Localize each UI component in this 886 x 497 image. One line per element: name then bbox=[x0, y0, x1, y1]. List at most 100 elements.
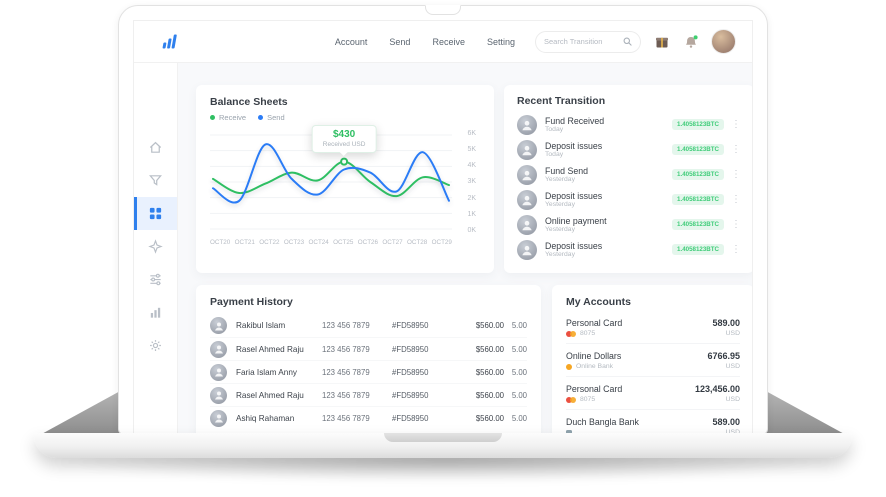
dashboard: Account Send Receive Setting bbox=[133, 20, 753, 434]
account-row[interactable]: Personal Card 123,456.00 8075 USD bbox=[566, 377, 740, 410]
payment-extra: 5.00 bbox=[511, 367, 527, 377]
kebab-menu-icon[interactable]: ⋮ bbox=[731, 118, 741, 130]
send-dot-icon bbox=[258, 115, 264, 120]
amount-badge: 1.4058123BTC bbox=[672, 169, 724, 180]
account-row[interactable]: Online Dollars 6766.95 Online Bank USD bbox=[566, 344, 740, 377]
search-icon[interactable] bbox=[623, 37, 632, 46]
kebab-menu-icon[interactable]: ⋮ bbox=[731, 193, 741, 205]
notification-icon[interactable] bbox=[683, 34, 699, 50]
payer-phone: 123 456 7879 bbox=[322, 413, 370, 423]
sidebar-item-filter[interactable] bbox=[134, 164, 177, 197]
payment-ref: #FD58950 bbox=[392, 390, 429, 400]
payment-ref: #FD58950 bbox=[392, 367, 429, 377]
table-row[interactable]: Ashiq Rahaman 123 456 7879 #FD58950 $560… bbox=[210, 406, 527, 429]
sidebar-item-compass[interactable] bbox=[134, 230, 177, 263]
laptop-hinge-left bbox=[38, 390, 122, 436]
avatar bbox=[517, 139, 537, 160]
nav-item[interactable]: Account bbox=[334, 36, 368, 47]
avatar bbox=[210, 386, 227, 404]
sidebar-item-equalizer[interactable] bbox=[134, 263, 177, 296]
topbar: Account Send Receive Setting bbox=[134, 21, 752, 63]
table-row[interactable]: Faria Islam Anny 123 456 7879 #FD58950 $… bbox=[210, 360, 527, 383]
account-currency: USD bbox=[725, 396, 740, 403]
account-title: Personal Card bbox=[566, 384, 623, 394]
legend-send-label: Send bbox=[267, 113, 285, 122]
account-currency: USD bbox=[725, 363, 740, 370]
search-input[interactable] bbox=[544, 37, 623, 46]
kebab-menu-icon[interactable]: ⋮ bbox=[731, 218, 741, 230]
account-row[interactable]: Duch Bangla Bank 589.00 USD bbox=[566, 410, 740, 433]
legend-receive[interactable]: Receive bbox=[210, 113, 246, 122]
account-row[interactable]: Personal Card 589.00 8075 USD bbox=[566, 311, 740, 344]
table-row[interactable]: Rasel Ahmed Raju 123 456 7879 #FD58950 $… bbox=[210, 383, 527, 406]
account-amount: 589.00 bbox=[712, 417, 740, 427]
laptop-camera-notch bbox=[425, 5, 461, 15]
kebab-menu-icon[interactable]: ⋮ bbox=[731, 168, 741, 180]
account-title: Duch Bangla Bank bbox=[566, 417, 639, 427]
table-row[interactable]: Rakibul Islam 123 456 7879 #FD58950 $560… bbox=[210, 314, 527, 337]
payer-name: Ashiq Rahaman bbox=[236, 413, 295, 423]
legend-receive-label: Receive bbox=[219, 113, 247, 122]
sidebar-item-settings[interactable] bbox=[134, 329, 177, 362]
balance-sheets-card: Balance Sheets Receive Send bbox=[196, 85, 494, 273]
sidebar-item-bar-chart[interactable] bbox=[134, 296, 177, 329]
app-logo-icon[interactable] bbox=[160, 34, 177, 49]
transaction-title: Deposit issues bbox=[545, 240, 603, 251]
kebab-menu-icon[interactable]: ⋮ bbox=[731, 143, 741, 155]
account-amount: 6766.95 bbox=[707, 351, 740, 361]
sidebar-item-apps[interactable] bbox=[134, 197, 177, 230]
account-amount: 589.00 bbox=[712, 318, 740, 328]
payment-amount: $560.00 bbox=[475, 390, 504, 400]
transaction-subtitle: Yesterday bbox=[545, 225, 575, 233]
account-subtitle: Online Bank bbox=[576, 363, 614, 370]
nav-item[interactable]: Receive bbox=[432, 36, 465, 47]
x-tick: OCT23 bbox=[283, 239, 305, 246]
table-row[interactable]: Rasel Ahmed Raju 123 456 7879 #FD58950 $… bbox=[210, 337, 527, 360]
legend-send[interactable]: Send bbox=[258, 113, 285, 122]
transaction-row[interactable]: Online payment Yesterday 1.4058123BTC ⋮ bbox=[517, 212, 741, 237]
transaction-subtitle: Yesterday bbox=[545, 175, 575, 183]
avatar bbox=[517, 114, 537, 135]
x-tick: OCT26 bbox=[357, 239, 379, 246]
transaction-subtitle: Today bbox=[545, 150, 564, 158]
recent-transition-card: Recent Transition Fund Received Today bbox=[504, 85, 752, 273]
x-tick: OCT20 bbox=[210, 239, 231, 246]
transaction-row[interactable]: Fund Send Yesterday 1.4058123BTC ⋮ bbox=[517, 162, 741, 187]
account-type-icon bbox=[566, 429, 572, 433]
user-avatar[interactable] bbox=[711, 29, 736, 54]
transaction-title: Deposit issues bbox=[545, 190, 603, 201]
receive-dot-icon bbox=[210, 115, 215, 120]
x-tick: OCT27 bbox=[382, 239, 403, 246]
payment-extra: 5.00 bbox=[511, 390, 527, 400]
x-tick: OCT24 bbox=[308, 239, 329, 246]
x-axis-labels: OCT20 OCT21 OCT22 OCT23 OCT24 OCT25 OCT26 OCT27… bbox=[210, 239, 452, 246]
sidebar-item-home[interactable] bbox=[134, 131, 177, 164]
account-title: Online Dollars bbox=[566, 351, 622, 361]
tooltip-value: $430 bbox=[332, 128, 356, 140]
accounts-list: Personal Card 589.00 8075 USD bbox=[566, 311, 740, 433]
transaction-row[interactable]: Deposit issues Yesterday 1.4058123BTC ⋮ bbox=[517, 237, 741, 262]
avatar bbox=[210, 363, 227, 381]
balance-chart[interactable]: $430 Received USD bbox=[210, 124, 452, 234]
transaction-row[interactable]: Deposit issues Yesterday 1.4058123BTC ⋮ bbox=[517, 187, 741, 212]
x-tick: OCT25 bbox=[333, 239, 354, 246]
payment-table: Rakibul Islam 123 456 7879 #FD58950 $560… bbox=[210, 314, 527, 429]
nav-item[interactable]: Setting bbox=[486, 36, 515, 47]
amount-badge: 1.4058123BTC bbox=[672, 219, 724, 230]
transaction-subtitle: Today bbox=[545, 125, 564, 133]
kebab-menu-icon[interactable]: ⋮ bbox=[731, 243, 741, 255]
transaction-row[interactable]: Deposit issues Today 1.4058123BTC ⋮ bbox=[517, 137, 741, 162]
gift-icon[interactable] bbox=[654, 34, 670, 50]
payer-phone: 123 456 7879 bbox=[322, 390, 370, 400]
nav-item[interactable]: Send bbox=[389, 36, 411, 47]
transaction-title: Online payment bbox=[545, 215, 607, 226]
account-type-icon bbox=[566, 363, 572, 370]
amount-badge: 1.4058123BTC bbox=[672, 194, 724, 205]
x-tick: OCT29 bbox=[431, 239, 452, 246]
transaction-row[interactable]: Fund Received Today 1.4058123BTC ⋮ bbox=[517, 112, 741, 137]
search-box[interactable] bbox=[535, 30, 641, 53]
transaction-subtitle: Yesterday bbox=[545, 250, 575, 258]
avatar bbox=[517, 239, 537, 260]
payment-ref: #FD58950 bbox=[392, 413, 429, 423]
x-tick: OCT21 bbox=[234, 239, 255, 246]
